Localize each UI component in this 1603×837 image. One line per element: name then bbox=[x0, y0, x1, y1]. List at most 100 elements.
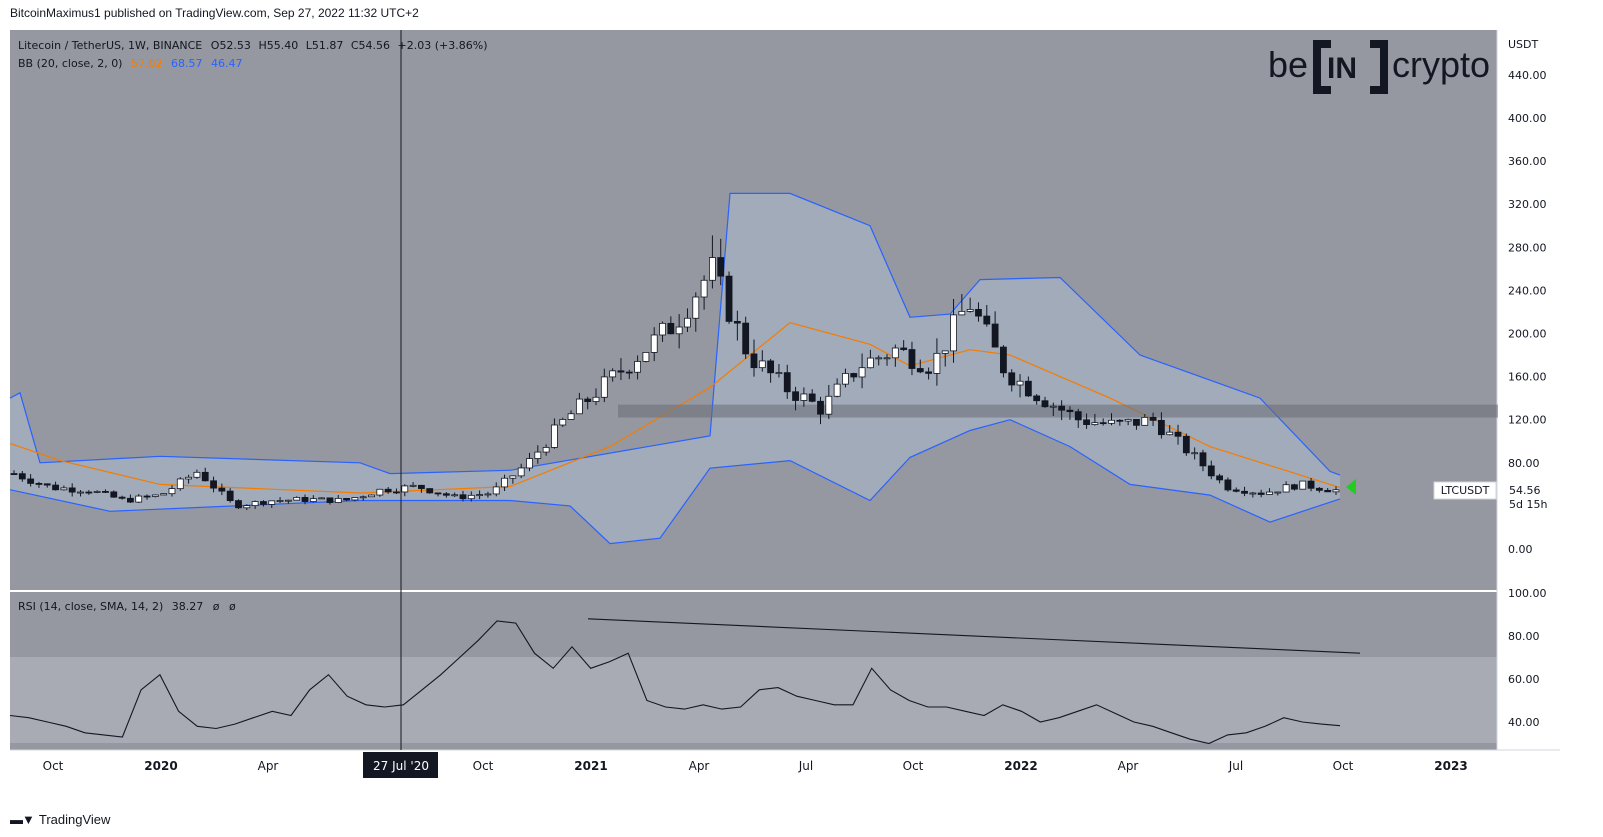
candle-body bbox=[617, 370, 625, 373]
rsi-tick-label: 80.00 bbox=[1508, 630, 1540, 643]
candle-body bbox=[1108, 419, 1115, 424]
logo-text-right: crypto bbox=[1392, 44, 1490, 85]
legend-rsi-value: 38.27 bbox=[172, 600, 204, 613]
price-tick-label: 360.00 bbox=[1508, 155, 1547, 168]
tradingview-footer[interactable]: ▬▼ TradingView bbox=[10, 812, 110, 827]
candle-body bbox=[476, 494, 484, 497]
candle-body bbox=[966, 309, 974, 312]
candle-body bbox=[1257, 492, 1265, 495]
rsi-descending-trendline[interactable] bbox=[587, 618, 1361, 654]
candle-body bbox=[817, 400, 824, 415]
candle-body bbox=[301, 497, 309, 502]
candle-body bbox=[1116, 419, 1124, 422]
legend-bb-name: BB (20, close, 2, 0) bbox=[18, 57, 122, 70]
candle-body bbox=[1099, 422, 1107, 425]
candle-body bbox=[883, 357, 891, 360]
last-price-box bbox=[1498, 481, 1556, 513]
candle-body bbox=[326, 497, 334, 503]
candle-body bbox=[991, 323, 999, 348]
candle-body bbox=[800, 393, 808, 401]
candle-body bbox=[85, 491, 93, 494]
candle-body bbox=[1016, 380, 1024, 386]
candle-body bbox=[226, 490, 234, 502]
bollinger-lower-line bbox=[9, 419, 1341, 545]
candle-body bbox=[1000, 346, 1007, 374]
candle-body bbox=[684, 317, 691, 328]
rsi-tick-label: 60.00 bbox=[1508, 673, 1540, 686]
candle-body bbox=[27, 478, 35, 484]
candle-body bbox=[35, 483, 43, 485]
time-tick-label: 2023 bbox=[1434, 759, 1467, 773]
candle-body bbox=[1166, 431, 1174, 436]
candle-body bbox=[858, 367, 866, 378]
legend-o-label: O bbox=[211, 39, 220, 52]
legend-rsi-extra2: ø bbox=[229, 600, 236, 613]
candle-body bbox=[235, 500, 242, 509]
candle-body bbox=[343, 497, 350, 501]
logo-text-mid: IN bbox=[1327, 52, 1357, 85]
last-price-symbol-box bbox=[1433, 481, 1497, 500]
candle-body bbox=[517, 467, 525, 477]
candle-body bbox=[143, 495, 151, 498]
candle-body bbox=[268, 500, 276, 505]
legend-c-label: C bbox=[351, 39, 359, 52]
candle-body bbox=[1315, 487, 1323, 491]
published-line: BitcoinMaximus1 published on TradingView… bbox=[10, 6, 419, 20]
candle-body bbox=[260, 501, 267, 505]
candle-body bbox=[584, 398, 592, 402]
candle-body bbox=[1191, 452, 1199, 455]
candle-body bbox=[426, 488, 434, 494]
candle-body bbox=[1299, 480, 1307, 490]
candles-layer bbox=[10, 235, 1340, 511]
candle-body bbox=[52, 484, 59, 491]
candle-body bbox=[1207, 465, 1215, 477]
green-arrow-icon bbox=[1346, 479, 1356, 495]
candle-body bbox=[916, 368, 924, 373]
legend-l-value: 51.87 bbox=[312, 39, 344, 52]
candle-body bbox=[1066, 409, 1074, 413]
crosshair-date-label: 27 Jul '20 bbox=[373, 759, 429, 773]
candle-body bbox=[1282, 484, 1290, 493]
support-zone[interactable] bbox=[618, 404, 1498, 418]
price-axis[interactable] bbox=[1497, 30, 1560, 750]
candle-body bbox=[941, 350, 949, 354]
rsi-tick-label: 40.00 bbox=[1508, 716, 1540, 729]
candle-body bbox=[384, 488, 392, 493]
candle-body bbox=[1033, 395, 1041, 402]
candle-body bbox=[526, 458, 533, 469]
candle-body bbox=[351, 497, 359, 501]
time-tick-label: Apr bbox=[1118, 759, 1139, 773]
candle-body bbox=[1141, 416, 1149, 426]
candle-body bbox=[293, 497, 301, 501]
candle-body bbox=[509, 475, 517, 479]
candle-body bbox=[767, 360, 775, 374]
candle-body bbox=[501, 477, 508, 488]
candle-body bbox=[484, 493, 492, 496]
candle-body bbox=[692, 296, 700, 319]
candle-body bbox=[1249, 492, 1257, 495]
candle-body bbox=[725, 275, 733, 322]
candle-body bbox=[1241, 490, 1248, 494]
time-axis[interactable] bbox=[10, 750, 1497, 780]
candle-body bbox=[176, 478, 184, 490]
legend-o-value: 52.53 bbox=[219, 39, 251, 52]
candle-body bbox=[451, 494, 459, 497]
time-tick-label: 2021 bbox=[574, 759, 607, 773]
legend: Litecoin / TetherUS, 1W, BINANCE O52.53 … bbox=[18, 39, 488, 613]
legend-bb-basis: 57.02 bbox=[131, 57, 163, 70]
candle-body bbox=[201, 471, 209, 482]
svg-text:RSI (14, close, SMA, 14, 2): RSI (14, close, SMA, 14, 2) 38.27 ø ø bbox=[18, 600, 236, 613]
candle-body bbox=[833, 383, 841, 397]
tradingview-logo-icon: ▬▼ bbox=[10, 812, 35, 827]
candle-body bbox=[1274, 491, 1282, 494]
candle-body bbox=[875, 357, 883, 360]
candle-body bbox=[1232, 489, 1240, 492]
candle-body bbox=[642, 352, 650, 362]
time-tick-label: Jul bbox=[798, 759, 813, 773]
time-tick-label: 2022 bbox=[1004, 759, 1037, 773]
legend-change: +2.03 (+3.86%) bbox=[398, 39, 488, 52]
legend-c-value: 54.56 bbox=[359, 39, 391, 52]
candle-body bbox=[891, 347, 899, 359]
candle-body bbox=[1149, 416, 1157, 421]
